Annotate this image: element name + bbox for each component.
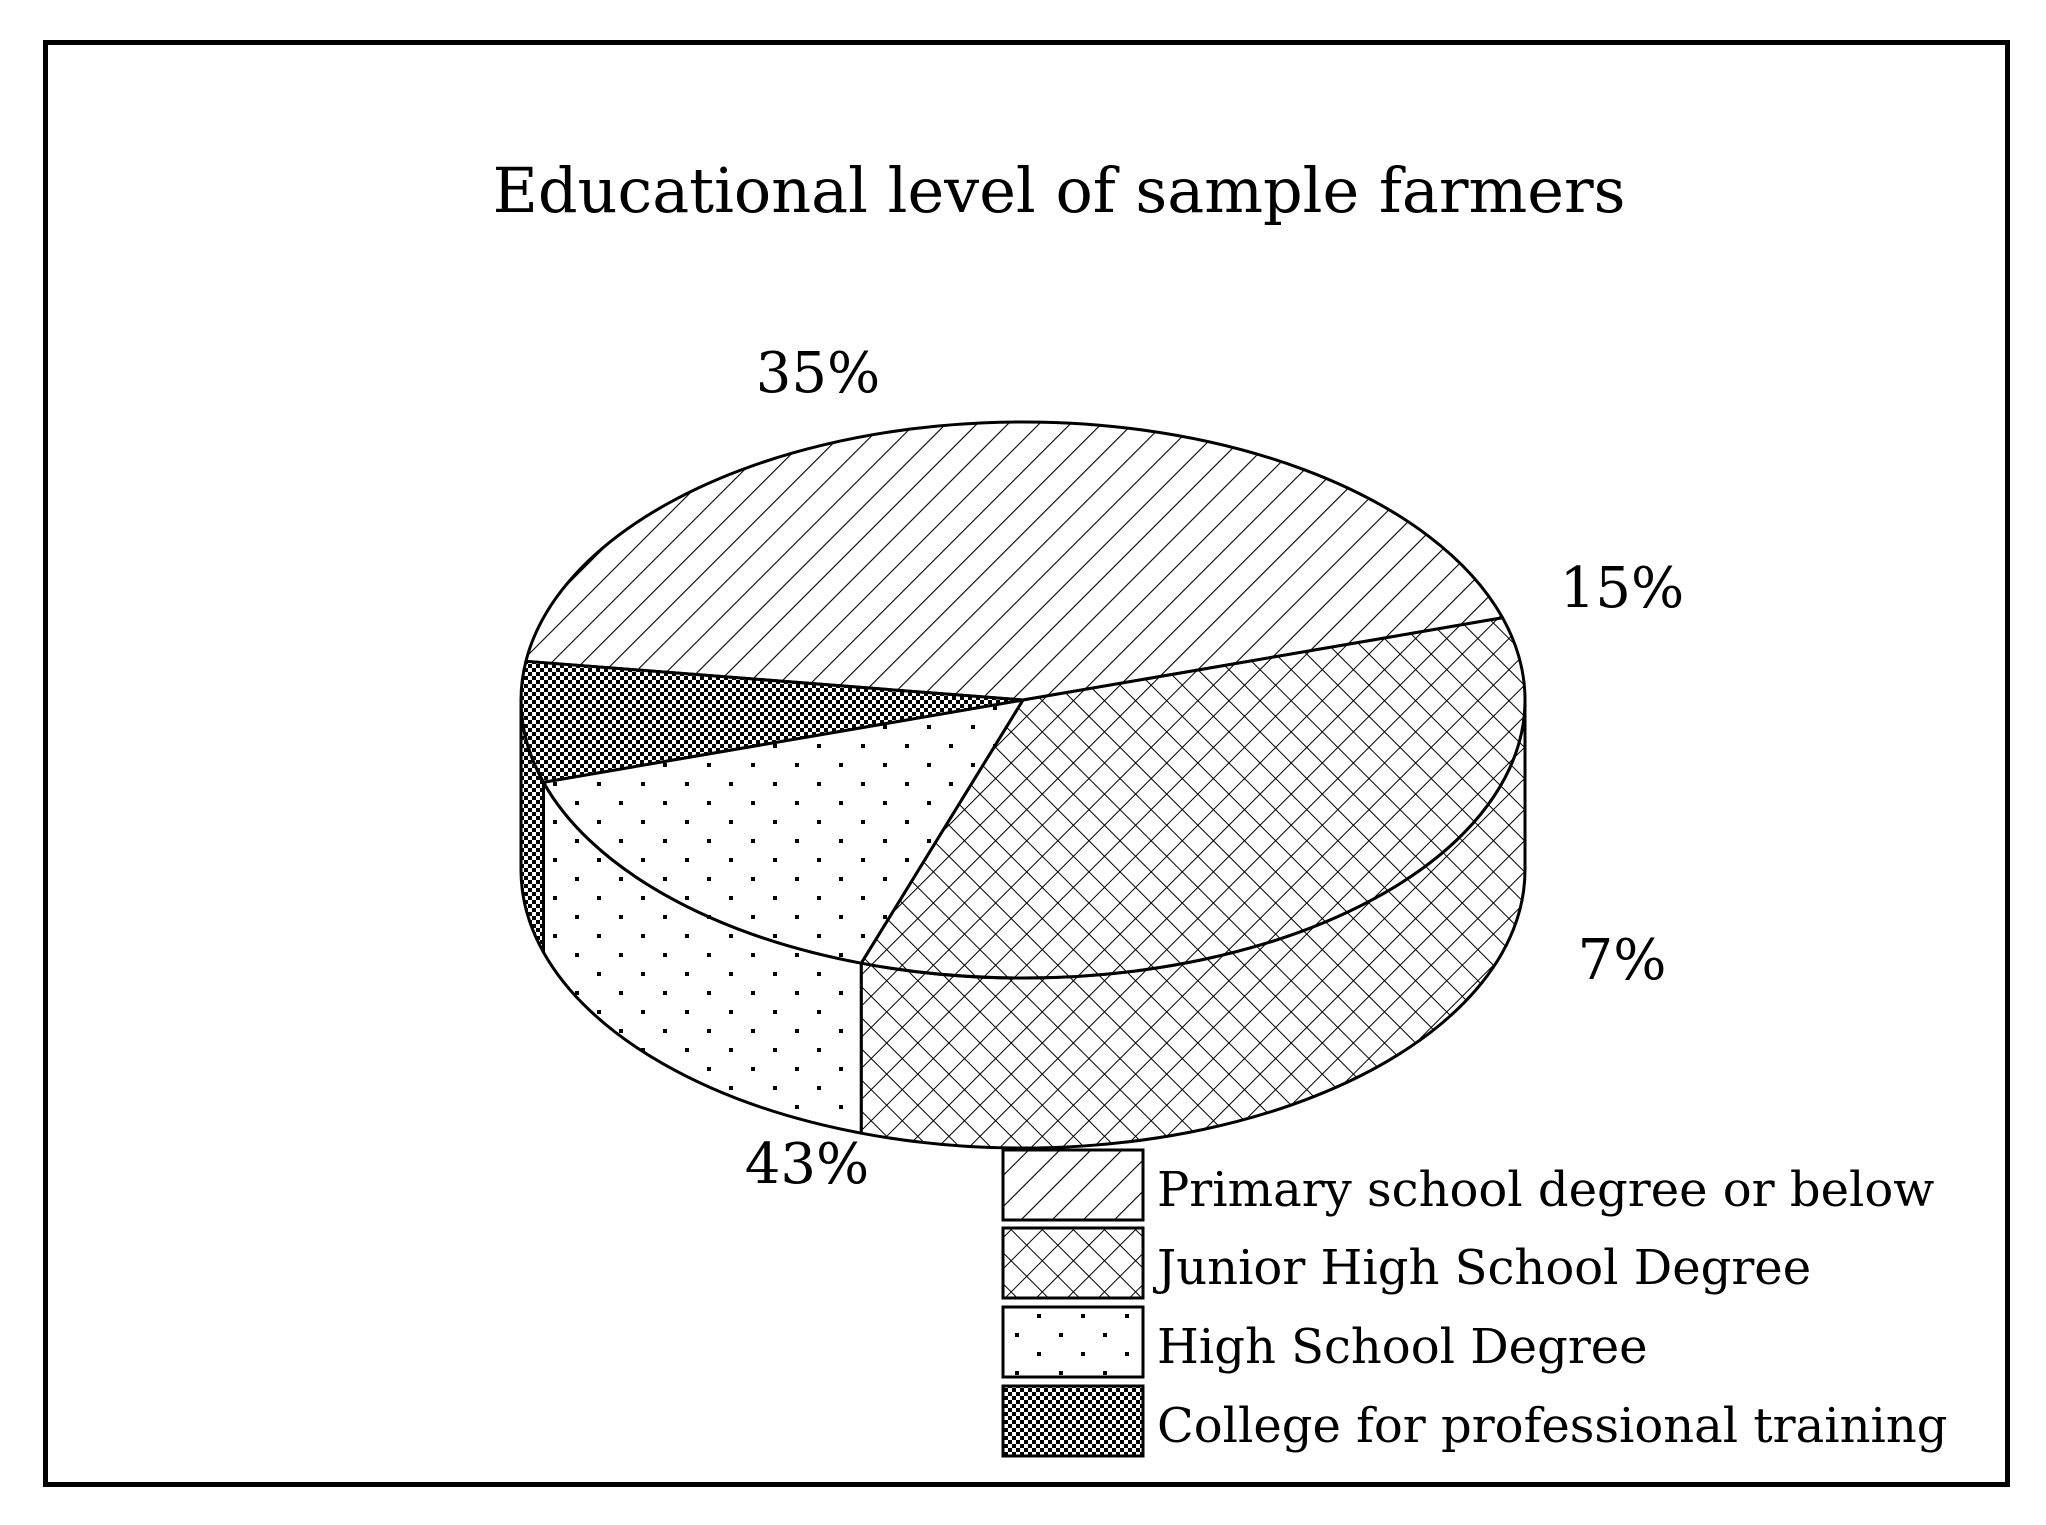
- pie-slice-high-school-degree: [541, 698, 1025, 965]
- pie-slice-primary-school-degree-or-below: [524, 420, 1505, 702]
- legend-swatch-college: [1001, 1384, 1145, 1458]
- pie-slice-college-for-professional-training: [519, 659, 1025, 784]
- chart-title: Educational level of sample farmers: [493, 154, 1626, 227]
- legend-label-college: College for professional training: [1157, 1398, 1948, 1454]
- legend-swatch-primary: [1001, 1148, 1145, 1222]
- legend-label-high-school: High School Degree: [1157, 1319, 1648, 1375]
- legend-item: High School Degree: [1001, 1305, 1648, 1379]
- slice-label-primary: 43%: [745, 1132, 869, 1197]
- slice-label-junior-high: 35%: [756, 341, 880, 406]
- chart-legend: Primary school degree or below Junior Hi…: [1001, 1148, 1948, 1458]
- legend-label-junior-high: Junior High School Degree: [1152, 1240, 1811, 1296]
- pie-plot-area: [519, 420, 1527, 1150]
- slice-label-high-school: 15%: [1560, 556, 1684, 621]
- legend-label-primary: Primary school degree or below: [1157, 1162, 1934, 1218]
- slice-labels: 43% 35% 15% 7%: [745, 341, 1684, 1197]
- legend-swatch-high-school: [1001, 1305, 1145, 1379]
- slice-label-college: 7%: [1578, 928, 1667, 993]
- legend-item: College for professional training: [1001, 1384, 1948, 1458]
- legend-item: Junior High School Degree: [1001, 1226, 1811, 1300]
- legend-swatch-junior-high: [1001, 1226, 1145, 1300]
- pie-slice-junior-high-school-degree: [859, 616, 1527, 980]
- legend-item: Primary school degree or below: [1001, 1148, 1934, 1222]
